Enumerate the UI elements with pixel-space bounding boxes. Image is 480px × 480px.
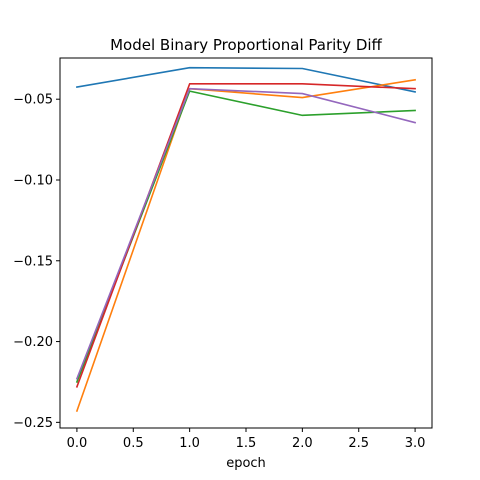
x-tick-label: 1.5 [236,436,257,451]
x-tick-label: 2.0 [292,436,313,451]
series-layer [75,66,417,413]
y-tick-label: −0.05 [13,93,53,108]
y-tick-label: −0.20 [13,335,53,350]
y-tick-label: −0.10 [13,173,53,188]
x-tick-label: 0.0 [67,436,88,451]
x-axis-label: epoch [226,456,266,471]
series-line-5 [75,87,417,380]
series-line-2 [75,78,417,413]
x-tick-label: 0.5 [123,436,144,451]
y-tick-label: −0.15 [13,254,53,269]
series-line-1 [75,66,417,93]
x-tick-label: 3.0 [405,436,426,451]
y-tick-label: −0.25 [13,416,53,431]
x-tick-label: 1.0 [179,436,200,451]
axes-layer: 0.0 0.5 1.0 1.5 2.0 2.5 3.0 −0.25 −0.20 −0.15 −0.1… [13,57,433,451]
chart-title: Model Binary Proportional Parity Diff [110,36,382,54]
x-tick-label: 2.5 [348,436,369,451]
